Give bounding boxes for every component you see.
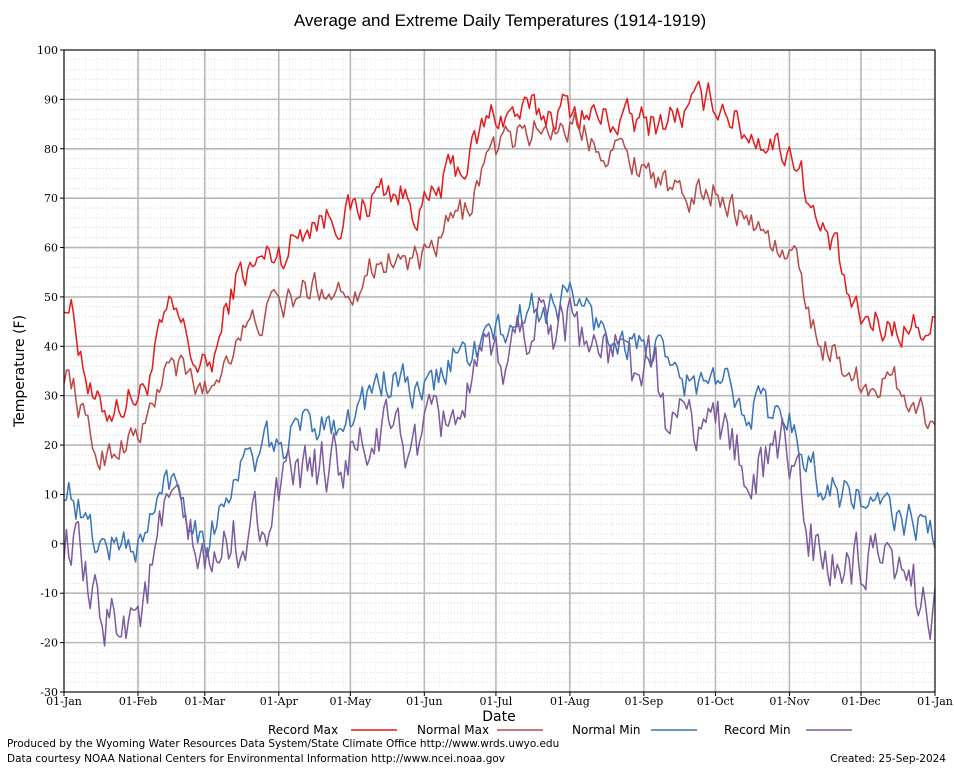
y-tick-label: 40 (44, 340, 58, 353)
y-tick-label: 30 (44, 390, 58, 403)
y-tick-label: 90 (44, 93, 58, 106)
plot-frame (63, 49, 936, 693)
x-tick-label: 01-Jan (917, 695, 953, 708)
y-tick-label: -30 (40, 686, 58, 699)
y-tick-label: 80 (44, 143, 58, 156)
record-min-line (63, 296, 936, 647)
footer-produced-by: Produced by the Wyoming Water Resources … (7, 738, 560, 750)
y-tick-label: 50 (44, 291, 58, 304)
x-tick-label: 01-May (329, 695, 372, 708)
y-tick-label: 70 (44, 192, 58, 205)
y-tick-label: 60 (44, 242, 58, 255)
y-tick-label: 0 (51, 538, 58, 551)
legend: Record Max Normal Max Normal Min Record Min (268, 723, 852, 737)
normal-max-line (63, 111, 936, 471)
x-tick-label: 01-Jun (406, 695, 442, 708)
x-tick-label: 01-Dec (841, 695, 880, 708)
x-tick-label: 01-Sep (624, 695, 663, 708)
legend-label-record-max: Record Max (268, 723, 338, 737)
legend-label-normal-max: Normal Max (417, 723, 489, 737)
record-max-line (63, 80, 936, 422)
y-tick-label: 10 (44, 488, 58, 501)
grid (63, 49, 936, 693)
legend-label-record-min: Record Min (724, 723, 791, 737)
x-tick-label: 01-Jul (480, 695, 513, 708)
x-tick-label: 01-Apr (260, 695, 299, 708)
x-axis-label: Date (482, 709, 515, 725)
x-tick-label: 01-Feb (119, 695, 157, 708)
y-axis-label: Temperature (F) (12, 315, 28, 428)
x-tick-label: 01-Jan (46, 695, 82, 708)
x-tick-label: 01-Mar (184, 695, 226, 708)
normal-min-line (63, 281, 936, 563)
y-tick-label: 20 (44, 439, 58, 452)
footer-created-date: Created: 25-Sep-2024 (830, 753, 946, 765)
x-tick-labels: 01-Jan 01-Feb 01-Mar 01-Apr 01-May 01-Jun 01-J… (46, 692, 953, 708)
x-tick-label: 01-Nov (769, 695, 810, 708)
x-tick-label: 01-Oct (697, 695, 735, 708)
y-tick-label: -20 (40, 637, 58, 650)
x-tick-label: 01-Aug (550, 695, 590, 708)
y-tick-label: -10 (40, 587, 58, 600)
footer-data-courtesy: Data courtesy NOAA National Centers for … (7, 753, 506, 765)
series-lines (63, 80, 936, 647)
y-tick-label: 100 (37, 44, 58, 57)
chart-title: Average and Extreme Daily Temperatures (… (294, 11, 706, 30)
legend-label-normal-min: Normal Min (572, 723, 641, 737)
